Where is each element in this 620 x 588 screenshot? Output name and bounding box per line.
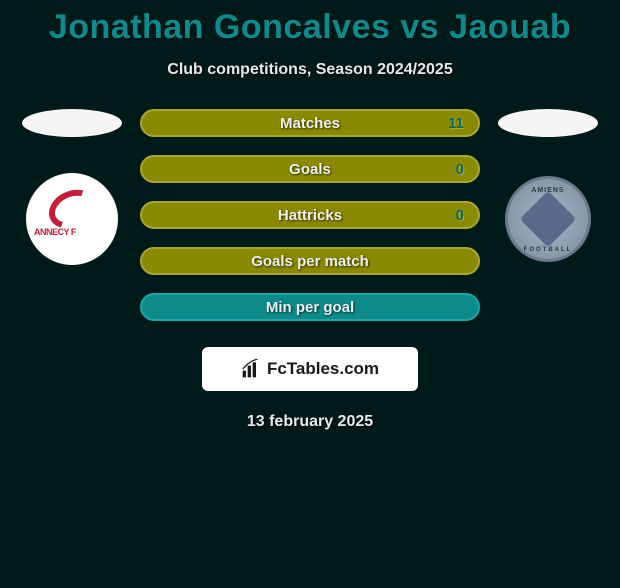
brand-text: FcTables.com: [267, 359, 379, 379]
stat-bars: Matches 11 Goals 0 Hattricks 0 Goals per…: [140, 109, 480, 321]
stat-bar-matches: Matches 11: [140, 109, 480, 137]
stat-label: Matches: [280, 115, 340, 132]
amiens-shield-icon: [520, 191, 577, 248]
comparison-title: Jonathan Goncalves vs Jaouab: [0, 8, 620, 47]
amiens-logo-graphic: AMIENS FOOTBALL: [505, 176, 591, 262]
bar-chart-icon: [241, 359, 261, 379]
right-club-logo: AMIENS FOOTBALL: [502, 173, 594, 265]
right-player-avatar: [498, 109, 598, 137]
stat-bar-min-per-goal: Min per goal: [140, 293, 480, 321]
comparison-date: 13 february 2025: [0, 413, 620, 431]
stat-label: Goals: [289, 161, 331, 178]
stat-label: Hattricks: [278, 207, 342, 224]
annecy-logo-graphic: ANNECY F: [26, 173, 118, 265]
stat-bar-hattricks: Hattricks 0: [140, 201, 480, 229]
stat-value: 0: [456, 207, 464, 224]
left-player-avatar: [22, 109, 122, 137]
amiens-logo-text-bottom: FOOTBALL: [524, 247, 573, 253]
stat-label: Goals per match: [251, 253, 369, 270]
right-player-column: AMIENS FOOTBALL: [498, 109, 598, 265]
stat-value: 0: [456, 161, 464, 178]
comparison-body: ANNECY F Matches 11 Goals 0 Hattricks 0 …: [0, 109, 620, 321]
stat-value: 11: [448, 115, 464, 132]
stat-bar-goals-per-match: Goals per match: [140, 247, 480, 275]
stat-bar-goals: Goals 0: [140, 155, 480, 183]
comparison-subtitle: Club competitions, Season 2024/2025: [0, 61, 620, 79]
stat-label: Min per goal: [266, 299, 354, 316]
brand-badge[interactable]: FcTables.com: [202, 347, 418, 391]
left-player-column: ANNECY F: [22, 109, 122, 265]
left-club-logo: ANNECY F: [26, 173, 118, 265]
annecy-logo-text: ANNECY F: [34, 227, 76, 237]
